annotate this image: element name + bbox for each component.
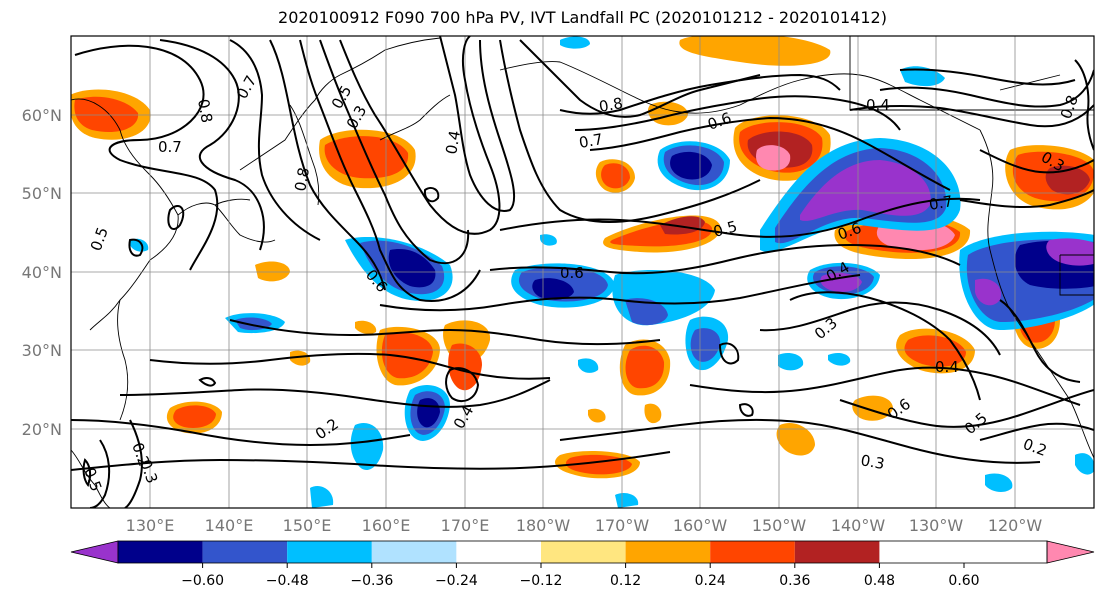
- lon-label: 150°E: [283, 516, 332, 535]
- colorbar-tick-label: 0.12: [610, 573, 641, 589]
- colorbar-segment: [202, 541, 288, 563]
- contour-label: 0.4: [866, 96, 890, 114]
- colorbar-segment: [541, 541, 626, 563]
- map-title: 2020100912 F090 700 hPa PV, IVT Landfall…: [278, 8, 887, 27]
- contour-label: 0.3: [859, 451, 886, 473]
- contour-label: 0.4: [935, 358, 959, 376]
- colorbar-tick-label: 0.48: [864, 573, 895, 589]
- lon-label: 130°W: [909, 516, 964, 535]
- colorbar-tick-label: −0.36: [350, 573, 393, 589]
- lat-label: 30°N: [22, 341, 62, 360]
- lon-label: 160°W: [673, 516, 728, 535]
- colorbar-tick-label: −0.48: [266, 573, 309, 589]
- contour-label: 0.8: [598, 94, 625, 116]
- contour-label: 0.7: [928, 192, 955, 214]
- colorbar-tick-label: −0.12: [520, 573, 563, 589]
- contour-label: 0.6: [560, 264, 584, 282]
- lon-label: 170°W: [595, 516, 650, 535]
- contour-label: 0.4: [442, 129, 464, 156]
- colorbar-tick-label: 0.36: [779, 573, 810, 589]
- colorbar-segment: [456, 541, 541, 563]
- lon-label: 130°E: [126, 516, 175, 535]
- colorbar-tick-label: 0.60: [948, 573, 979, 589]
- gridlines: [71, 36, 1094, 508]
- contour-label: 0.8: [291, 166, 313, 193]
- colorbar-segment: [371, 541, 457, 563]
- contour-label: 0.8: [194, 98, 216, 125]
- lon-label: 180°W: [516, 516, 571, 535]
- longitude-axis: 130°E 140°E 150°E 160°E 170°E 180°W 170°…: [126, 516, 1043, 535]
- lat-label: 60°N: [22, 106, 62, 125]
- lat-label: 40°N: [22, 263, 62, 282]
- colorbar-tick-label: 0.24: [695, 573, 726, 589]
- colorbar: −0.60 −0.48 −0.36 −0.24 −0.12 0.12 0.24 …: [70, 540, 1095, 589]
- lat-label: 20°N: [22, 420, 62, 439]
- lon-label: 140°W: [831, 516, 886, 535]
- lon-label: 150°W: [752, 516, 807, 535]
- lon-label: 170°E: [441, 516, 490, 535]
- colorbar-arrow-left-icon: [70, 540, 119, 564]
- colorbar-arrow-right-icon: [1046, 540, 1095, 564]
- lon-label: 160°E: [362, 516, 411, 535]
- latitude-axis: 20°N 30°N 40°N 50°N 60°N: [22, 106, 62, 439]
- colorbar-ticks: [202, 563, 965, 568]
- colorbar-outline: [117, 540, 1048, 564]
- pv-contours: [71, 36, 1094, 508]
- contour-label: 0.7: [578, 130, 605, 152]
- colorbar-tick-label: −0.24: [435, 573, 478, 589]
- lat-label: 50°N: [22, 184, 62, 203]
- colorbar-segment: [794, 541, 880, 563]
- colorbar-segment: [625, 541, 711, 563]
- colorbar-tick-label: −0.60: [181, 573, 224, 589]
- lon-label: 120°W: [988, 516, 1043, 535]
- contour-label: 0.7: [158, 138, 182, 156]
- colorbar-segment: [287, 541, 372, 563]
- contour-label: 0.5: [711, 217, 739, 241]
- colorbar-segment: [118, 541, 203, 563]
- map-frame: [70, 35, 1095, 509]
- lon-label: 140°E: [205, 516, 254, 535]
- colorbar-segment: [710, 541, 795, 563]
